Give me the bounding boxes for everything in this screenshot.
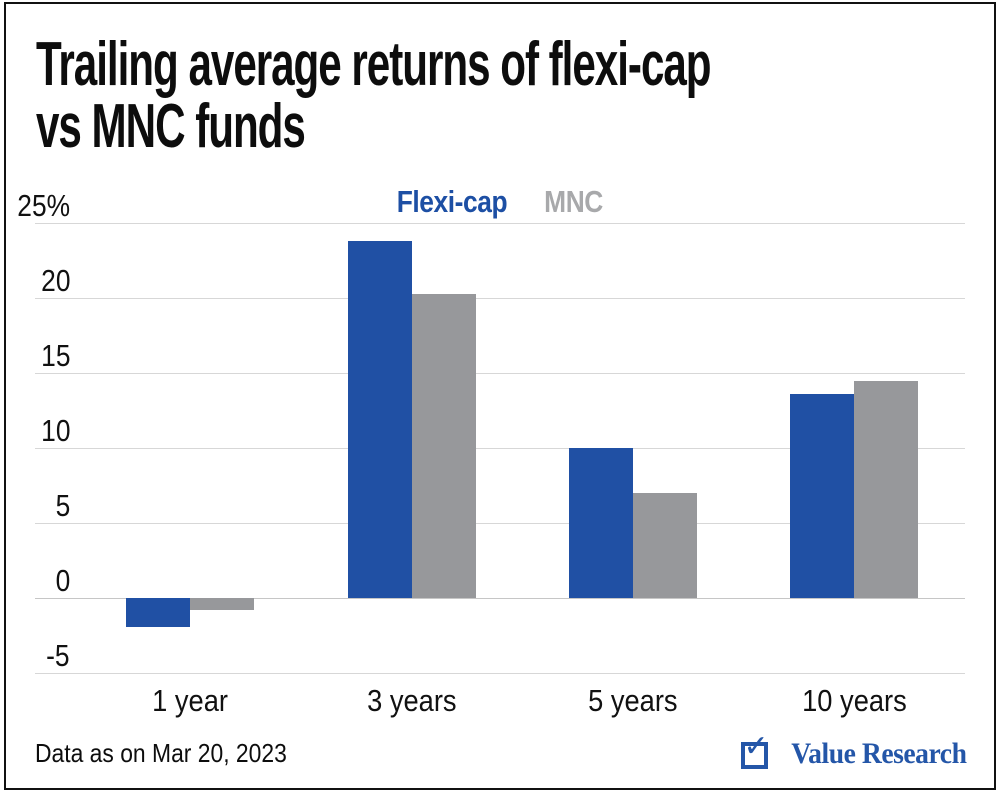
bar-mnc-5-years [632, 493, 697, 598]
y-tick-label-0: 0 [0, 564, 70, 604]
legend-label-mnc: MNC [544, 184, 604, 219]
chart-title: Trailing average returns of flexi-cap vs… [36, 30, 712, 161]
ballot-box-check-icon: ✓ [740, 732, 769, 769]
y-tick-label-25: 25% [0, 189, 70, 229]
x-category-label-5-years: 5 years [523, 684, 743, 724]
y-tick-label-20: 20 [0, 264, 70, 304]
bar-flexi-cap-3-years [347, 241, 412, 598]
y-tick-text: 15 [40, 338, 70, 373]
x-category-text: 1 year [152, 683, 228, 718]
gridline-0 [35, 598, 965, 599]
brand-wordmark: Value Research [790, 737, 967, 770]
x-category-label-10-years: 10 years [744, 684, 964, 724]
x-category-text: 5 years [587, 683, 678, 718]
gridline-5 [35, 523, 965, 524]
legend-item-mnc: MNC [464, 184, 684, 220]
y-tick-text: -5 [46, 638, 70, 673]
legend-label-flexi-cap: Flexi-cap [396, 184, 508, 219]
bar-mnc-1-year [190, 598, 254, 610]
y-tick-label-5: 5 [0, 489, 70, 529]
gridline-20 [35, 298, 965, 299]
y-tick-label--5: -5 [0, 639, 70, 679]
gridline-15 [35, 373, 965, 374]
x-category-text: 3 years [366, 683, 457, 718]
data-as-on-note: Data as on Mar 20, 2023 [35, 738, 287, 768]
y-tick-text: 5 [55, 488, 70, 523]
value-research-logo: ✓ Value Research [740, 732, 967, 771]
chart-title-line1: Trailing average returns of flexi-cap [36, 30, 712, 99]
chart-title-line2: vs MNC funds [36, 92, 306, 161]
y-tick-label-10: 10 [0, 414, 70, 454]
y-tick-label-15: 15 [0, 339, 70, 379]
gridline-25 [35, 223, 965, 224]
check-glyph: ✓ [743, 729, 769, 764]
y-tick-text: 20 [40, 263, 70, 298]
x-category-text: 10 years [801, 683, 907, 718]
bar-flexi-cap-10-years [790, 394, 854, 598]
bar-flexi-cap-1-year [126, 598, 190, 627]
x-category-label-3-years: 3 years [302, 684, 522, 724]
y-tick-text: 0 [55, 563, 70, 598]
bar-flexi-cap-5-years [568, 448, 633, 598]
gridline--5 [35, 673, 965, 674]
bar-mnc-3-years [411, 293, 476, 598]
gridline-10 [35, 448, 965, 449]
legend-item-flexi-cap: Flexi-cap [342, 184, 562, 220]
y-tick-text: 25% [17, 188, 70, 223]
x-category-label-1-year: 1 year [80, 684, 300, 724]
bar-mnc-10-years [854, 380, 918, 598]
y-tick-text: 10 [40, 413, 70, 448]
